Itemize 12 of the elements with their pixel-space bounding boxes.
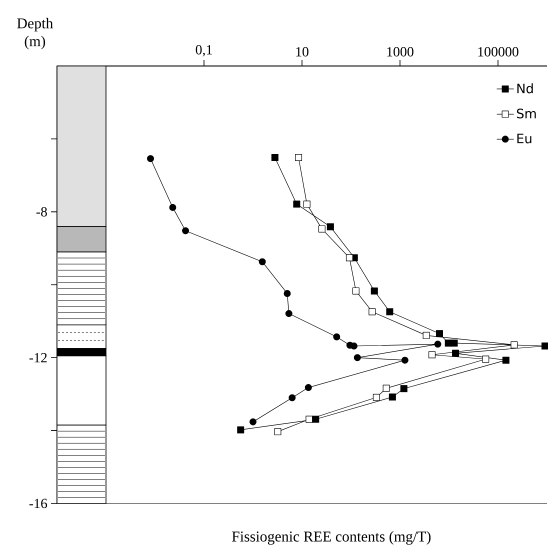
x-tick-label: 0,1 <box>196 45 212 56</box>
y-tick-label: -12 <box>29 353 47 362</box>
x-tick-label: 100000 <box>478 47 518 56</box>
legend-label: Eu <box>517 134 532 144</box>
x-tick-label: 1000 <box>387 47 414 56</box>
legend-label: Nd <box>517 83 533 94</box>
y-tick-label: -8 <box>36 207 47 217</box>
x-tick-label: 10 <box>296 47 308 56</box>
x-axis-title: Fissiogenic REE contents (mg/T) <box>232 531 430 545</box>
y-axis-title: Depth (m) <box>17 18 53 50</box>
y-tick-label: -16 <box>29 498 47 508</box>
legend-label: Sm <box>516 108 536 118</box>
